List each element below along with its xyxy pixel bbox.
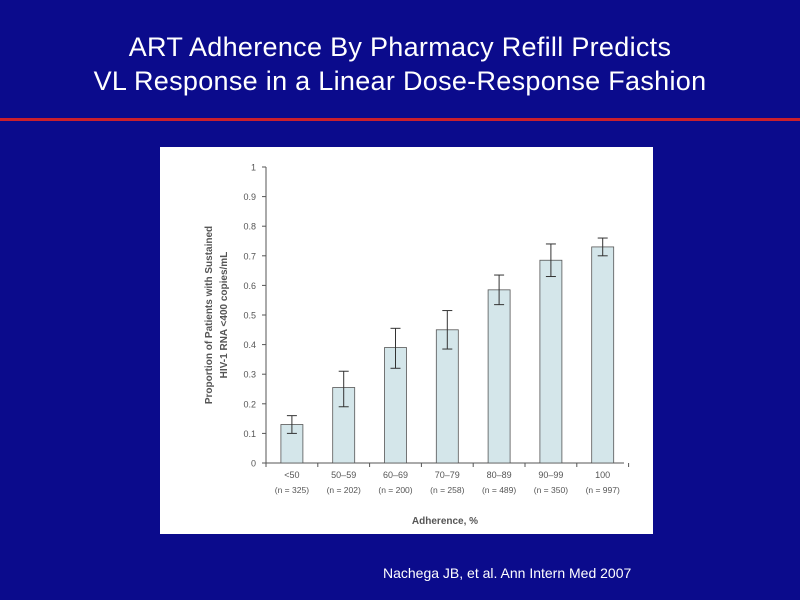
y-tick-label: 1 bbox=[251, 163, 256, 173]
y-tick-label: 0.6 bbox=[243, 281, 256, 291]
y-tick-label: 0.5 bbox=[243, 311, 256, 321]
n-label: (n = 350) bbox=[534, 485, 568, 495]
chart-panel: 0 0.1 0.2 0.3 0.4 0.5 0.6 0.7 0.8 0.9 1 <50 (n = 325… bbox=[160, 147, 653, 534]
bar bbox=[435, 329, 459, 464]
y-axis-label-line-2: HIV-1 RNA <400 copies/mL bbox=[219, 252, 230, 379]
x-tick-label: 70–79 bbox=[435, 470, 460, 480]
n-label: (n = 997) bbox=[586, 485, 620, 495]
title-divider bbox=[0, 118, 800, 121]
bar bbox=[487, 289, 511, 464]
x-tick-label: 100 bbox=[595, 470, 610, 480]
y-tick-label: 0.1 bbox=[243, 429, 256, 439]
bar bbox=[539, 259, 563, 464]
x-tick-label: 90–99 bbox=[538, 470, 563, 480]
n-label: (n = 202) bbox=[327, 485, 361, 495]
x-tick-label: 50–59 bbox=[331, 470, 356, 480]
bar bbox=[591, 246, 615, 464]
n-label: (n = 258) bbox=[430, 485, 464, 495]
y-tick-label: 0.8 bbox=[243, 222, 256, 232]
slide-title-line-1: ART Adherence By Pharmacy Refill Predict… bbox=[128, 32, 672, 62]
slide-title-line-2: VL Response in a Linear Dose-Response Fa… bbox=[93, 66, 707, 96]
bar-chart: 0 0.1 0.2 0.3 0.4 0.5 0.6 0.7 0.8 0.9 1 <50 (n = 325… bbox=[204, 163, 630, 527]
x-tick-label: <50 bbox=[284, 470, 299, 480]
y-tick-label: 0.7 bbox=[243, 251, 256, 261]
x-axis-label: Adherence, % bbox=[412, 516, 478, 527]
y-tick-label: 0.9 bbox=[243, 192, 256, 202]
x-tick-label: 80–89 bbox=[487, 470, 512, 480]
n-label: (n = 489) bbox=[482, 485, 516, 495]
citation: Nachega JB, et al. Ann Intern Med 2007 bbox=[383, 565, 632, 581]
y-tick-label: 0.4 bbox=[243, 340, 256, 350]
n-label: (n = 325) bbox=[275, 485, 309, 495]
y-axis-label-line-1: Proportion of Patients with Sustained bbox=[204, 226, 215, 404]
x-tick-label: 60–69 bbox=[383, 470, 408, 480]
slide-title: ART Adherence By Pharmacy Refill Predict… bbox=[0, 30, 800, 98]
n-label: (n = 200) bbox=[378, 485, 412, 495]
y-tick-label: 0.2 bbox=[243, 399, 256, 409]
y-tick-label: 0.3 bbox=[243, 370, 256, 380]
y-tick-label: 0 bbox=[251, 459, 256, 469]
